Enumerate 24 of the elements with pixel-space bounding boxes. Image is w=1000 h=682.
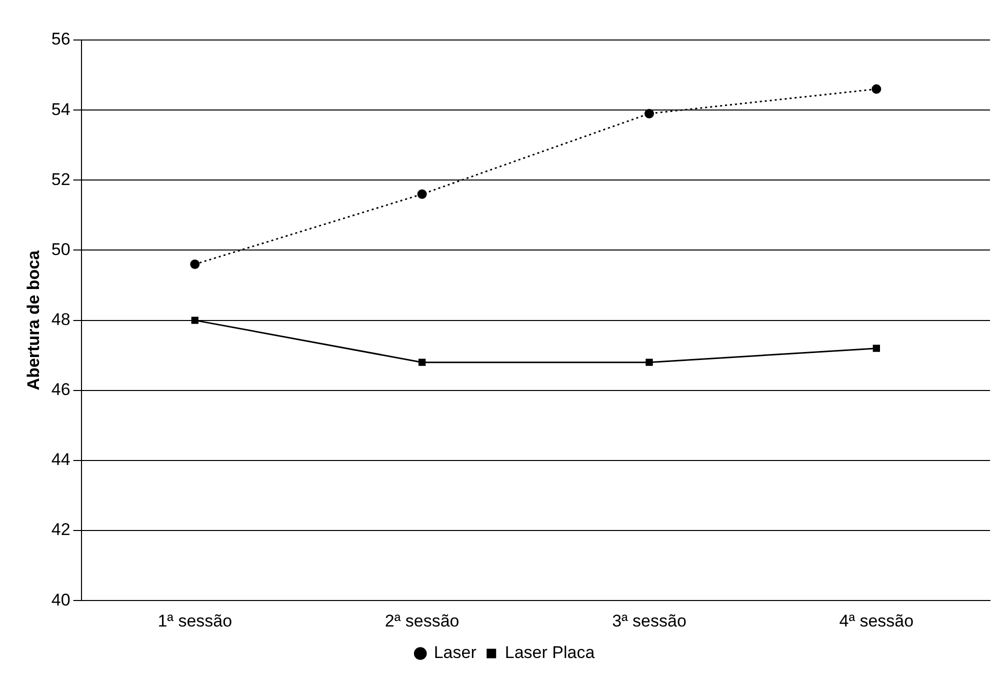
point bbox=[417, 189, 427, 199]
y-tick-label: 54 bbox=[51, 100, 70, 119]
y-axis-title: Abertura de boca bbox=[24, 250, 43, 390]
y-tick-label: 50 bbox=[51, 240, 70, 259]
point bbox=[190, 259, 200, 269]
y-tick-label: 42 bbox=[51, 520, 70, 540]
y-tick-label: 48 bbox=[51, 310, 70, 329]
legend-label: Laser bbox=[434, 643, 477, 662]
x-tick-label: 2ª sessão bbox=[384, 611, 460, 630]
point bbox=[646, 358, 653, 366]
y-tick-label: 52 bbox=[51, 170, 70, 189]
y-tick-label: 56 bbox=[51, 30, 70, 49]
point bbox=[644, 108, 654, 118]
point bbox=[418, 358, 426, 366]
point bbox=[191, 316, 198, 324]
x-tick-label: 4ª sessão bbox=[839, 611, 914, 630]
x-tick-label: 1ª sessão bbox=[158, 611, 232, 630]
y-tick-label: 46 bbox=[51, 380, 70, 400]
point bbox=[872, 84, 882, 94]
x-tick-label: 3ª sessão bbox=[612, 611, 686, 630]
y-tick-label: 44 bbox=[51, 450, 70, 470]
y-tick-label: 40 bbox=[51, 590, 70, 610]
point bbox=[872, 344, 880, 352]
legend-label: Laser Placa bbox=[504, 643, 596, 662]
